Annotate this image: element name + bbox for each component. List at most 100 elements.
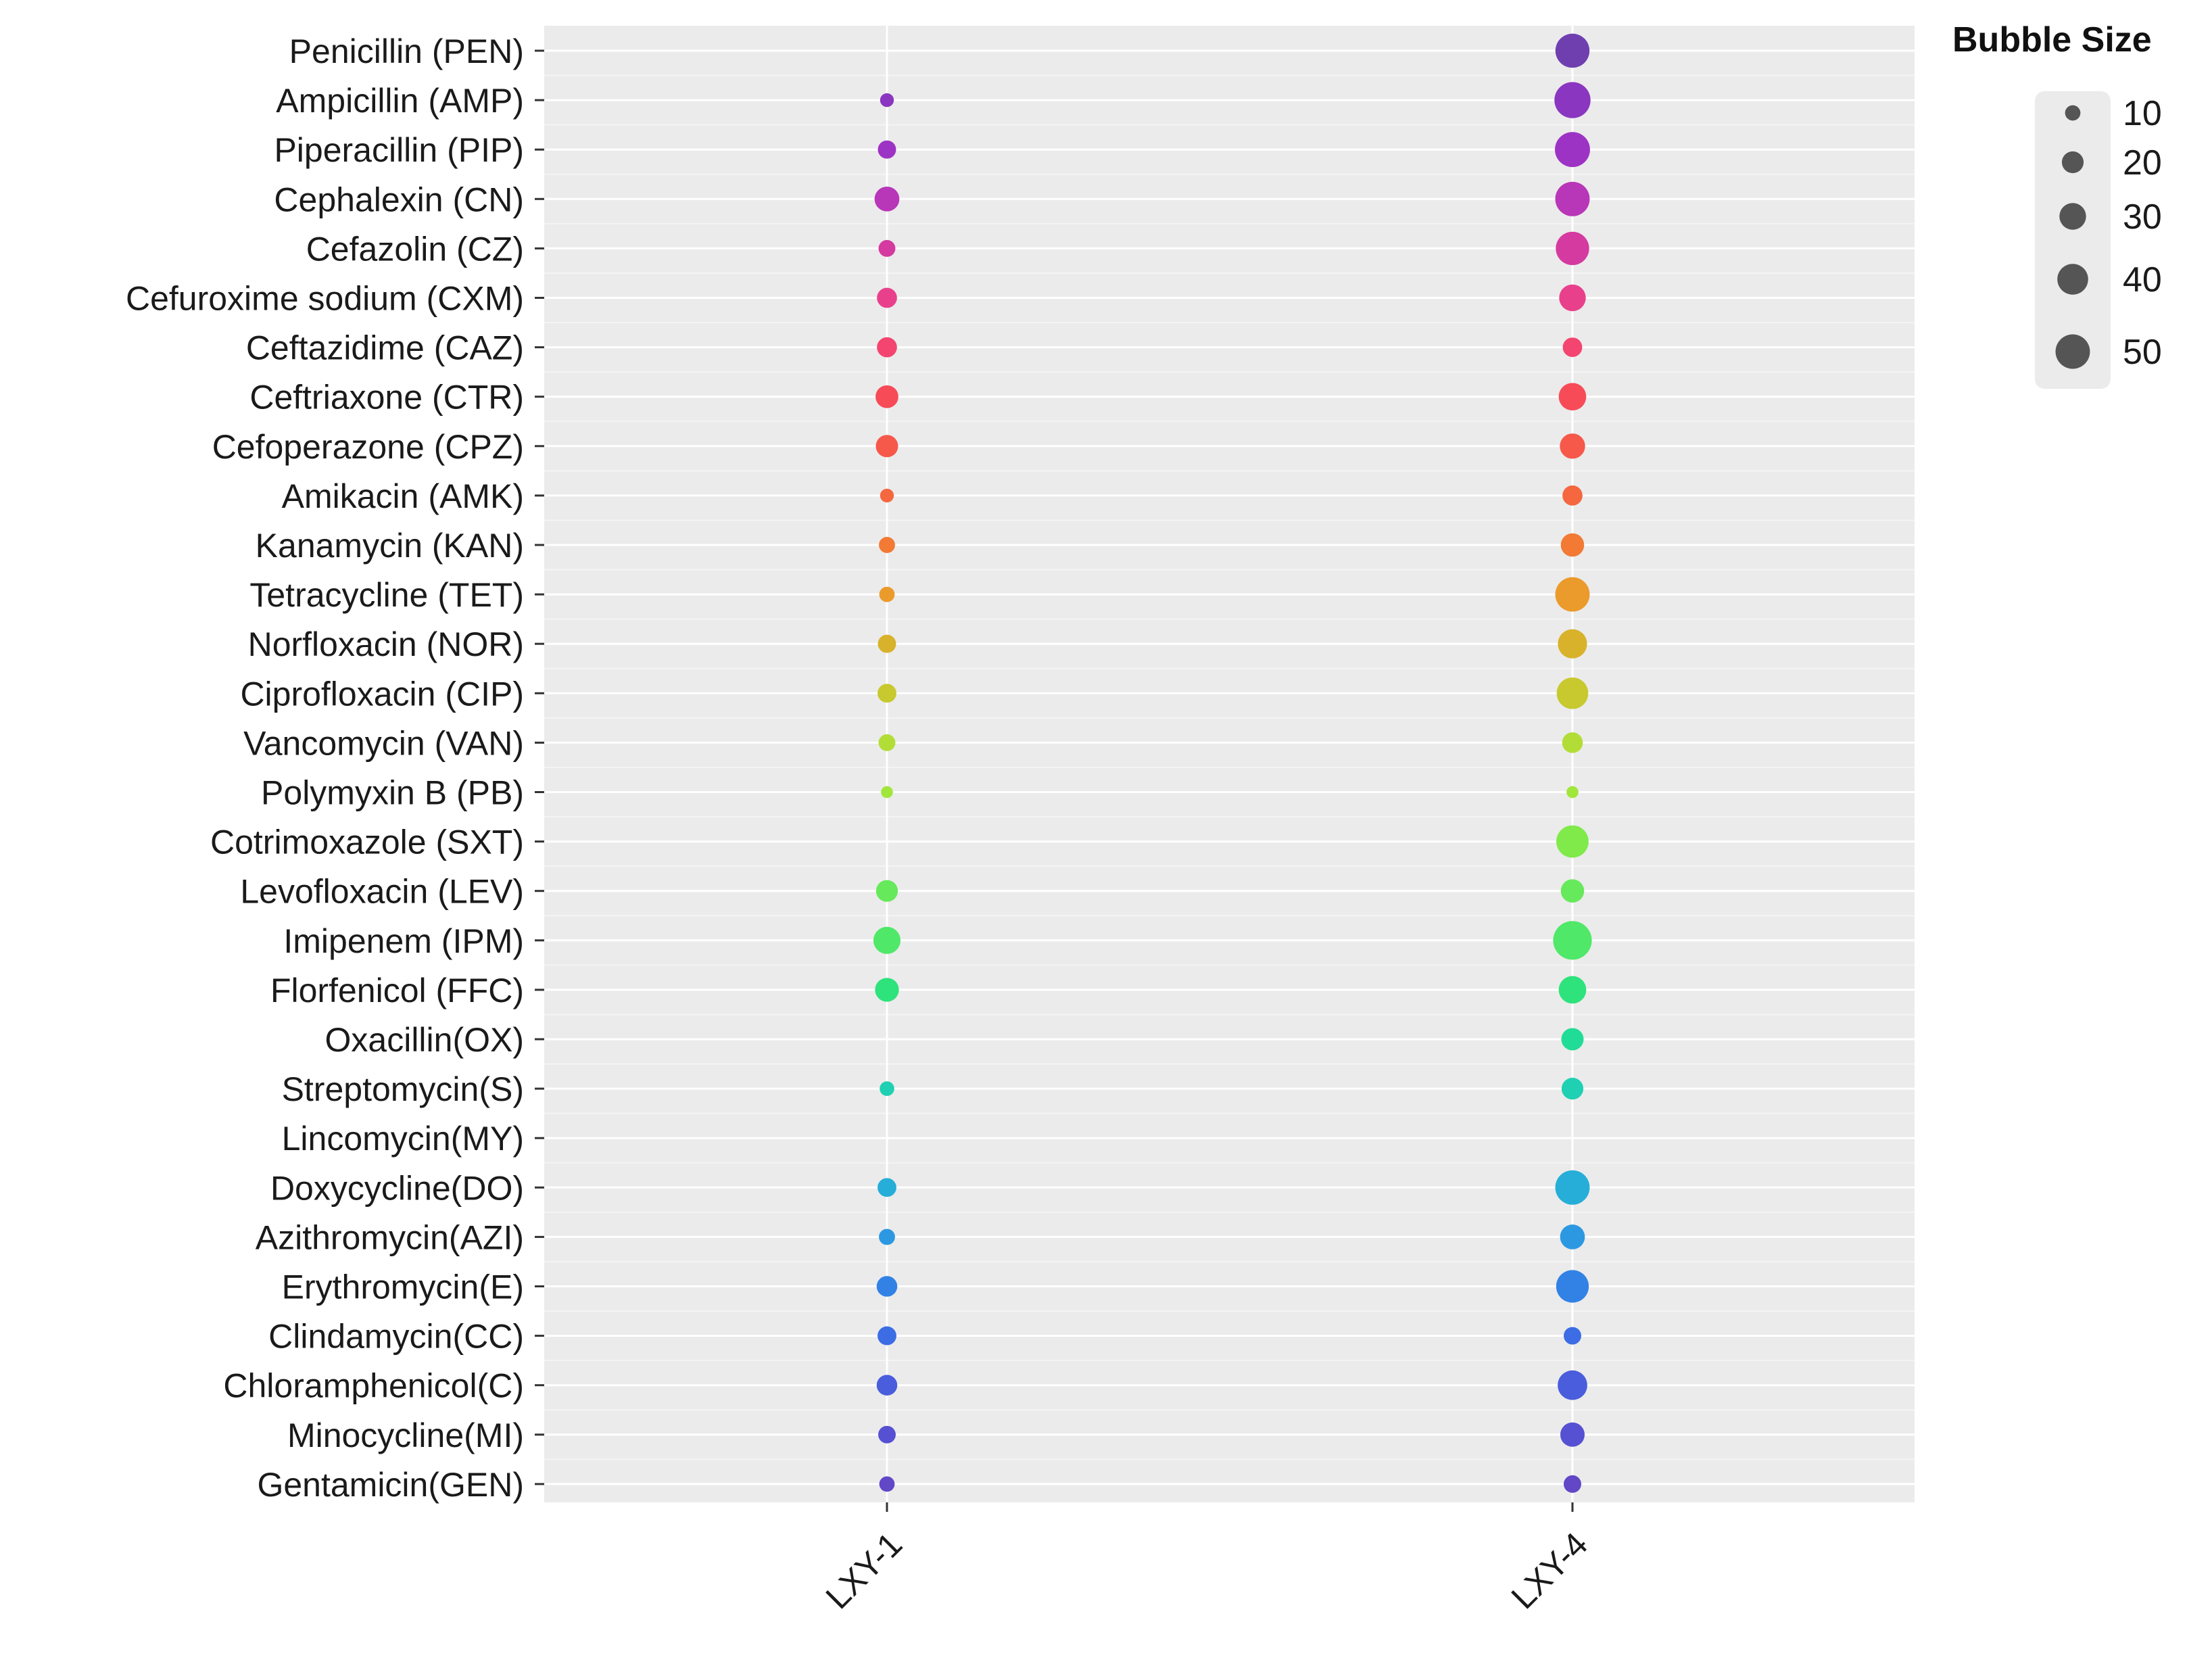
bubble-point bbox=[876, 1375, 898, 1396]
bubble-point bbox=[1562, 337, 1583, 357]
bubble-point bbox=[1556, 231, 1589, 266]
bubble-point bbox=[1555, 577, 1590, 612]
legend-title: Bubble Size bbox=[1952, 20, 2152, 60]
bubble-point bbox=[875, 435, 898, 458]
y-tick-label: Chloramphenicol(C) bbox=[223, 1367, 524, 1405]
bubble-point bbox=[1553, 921, 1592, 960]
bubble-point bbox=[1560, 533, 1585, 557]
bubble-point bbox=[877, 634, 896, 653]
bubble-point bbox=[877, 287, 897, 308]
y-tick-label: Streptomycin(S) bbox=[282, 1070, 524, 1108]
bubble-point bbox=[874, 186, 900, 212]
bubble-point bbox=[1555, 1170, 1590, 1205]
bubble-point bbox=[1556, 825, 1589, 858]
bubble-point bbox=[879, 586, 895, 602]
bubble-point bbox=[879, 1229, 895, 1245]
bubble-point bbox=[1555, 132, 1590, 168]
legend-bubble bbox=[2061, 151, 2084, 174]
y-tick-label: Clindamycin(CC) bbox=[268, 1318, 524, 1356]
y-tick-label: Ampicillin (AMP) bbox=[276, 82, 524, 120]
bubble-point bbox=[876, 1276, 898, 1297]
bubble-point bbox=[873, 926, 901, 954]
bubble-point bbox=[1566, 786, 1579, 799]
y-axis: Penicillin (PEN) Ampicillin (AMP) Piperaci… bbox=[126, 32, 544, 1504]
bubble-point bbox=[880, 488, 894, 503]
bubble-point bbox=[1555, 33, 1590, 68]
x-tick-label: LXY-4 bbox=[1504, 1525, 1595, 1617]
y-tick-label: Minocycline(MI) bbox=[287, 1417, 524, 1454]
bubble-point bbox=[879, 1476, 895, 1492]
y-tick-label: Piperacillin (PIP) bbox=[274, 131, 524, 169]
legend-label: 10 bbox=[2123, 94, 2162, 133]
y-tick-label: Lincomycin(MY) bbox=[282, 1120, 524, 1158]
bubble-point bbox=[1560, 1224, 1585, 1250]
legend-bubble bbox=[2055, 334, 2090, 369]
gridlines bbox=[544, 26, 1915, 1502]
y-tick-label: Norfloxacin (NOR) bbox=[248, 625, 524, 663]
y-tick-label: Cefoperazone (CPZ) bbox=[212, 428, 524, 466]
bubble-point bbox=[1558, 976, 1587, 1004]
x-tick-label: LXY-1 bbox=[819, 1525, 910, 1617]
bubble-point bbox=[877, 684, 896, 703]
bubble-point bbox=[877, 337, 897, 358]
legend-bubble bbox=[2057, 264, 2088, 295]
y-tick-label: Cephalexin (CN) bbox=[274, 181, 524, 218]
bubble-point bbox=[1556, 1270, 1589, 1303]
bubble-point bbox=[1558, 383, 1587, 411]
y-tick-label: Cefuroxime sodium (CXM) bbox=[126, 280, 524, 318]
bubble-point bbox=[1561, 1028, 1584, 1051]
plot-panel bbox=[544, 26, 1915, 1502]
legend: Bubble Size 10 20 30 40 50 bbox=[1952, 20, 2162, 389]
bubble-point bbox=[1556, 677, 1589, 709]
bubble-point bbox=[877, 140, 896, 159]
bubble-point bbox=[878, 734, 896, 751]
bubble-point bbox=[1560, 1422, 1585, 1447]
y-tick-label: Oxacillin(OX) bbox=[325, 1021, 524, 1059]
y-tick-label: Doxycycline(DO) bbox=[270, 1169, 524, 1207]
bubble-point bbox=[1560, 433, 1585, 459]
y-tick-label: Ceftazidime (CAZ) bbox=[246, 329, 524, 367]
bubble-point bbox=[1562, 732, 1583, 753]
y-tick-label: Polymyxin B (PB) bbox=[261, 774, 524, 812]
y-tick-label: Cefazolin (CZ) bbox=[306, 230, 524, 268]
legend-label: 50 bbox=[2123, 333, 2162, 372]
bubble-point bbox=[875, 978, 899, 1002]
y-tick-label: Vancomycin (VAN) bbox=[243, 724, 524, 762]
bubble-point bbox=[877, 1178, 896, 1197]
legend-label: 40 bbox=[2123, 260, 2162, 300]
y-tick-label: Amikacin (AMK) bbox=[282, 477, 524, 515]
y-tick-label: Azithromycin(AZI) bbox=[256, 1218, 524, 1256]
y-tick-label: Cotrimoxazole (SXT) bbox=[210, 824, 524, 861]
bubble-point bbox=[880, 93, 894, 108]
bubble-point bbox=[875, 385, 898, 408]
y-tick-label: Ceftriaxone (CTR) bbox=[249, 379, 524, 416]
bubble-point bbox=[875, 880, 898, 902]
bubble-point bbox=[1564, 1475, 1581, 1493]
y-tick-label: Erythromycin(E) bbox=[282, 1268, 524, 1306]
bubble-point bbox=[1558, 1370, 1587, 1400]
bubble-point bbox=[877, 1326, 896, 1346]
y-tick-label: Tetracycline (TET) bbox=[249, 576, 524, 614]
y-tick-label: Imipenem (IPM) bbox=[283, 922, 524, 960]
legend-bubble bbox=[2059, 203, 2086, 230]
legend-label: 20 bbox=[2123, 143, 2162, 183]
bubble-point bbox=[1562, 485, 1583, 506]
bubble-point bbox=[880, 1081, 894, 1096]
y-tick-label: Gentamicin(GEN) bbox=[257, 1466, 524, 1504]
y-tick-label: Kanamycin (KAN) bbox=[256, 527, 524, 565]
legend-bubble bbox=[2065, 105, 2081, 121]
y-tick-label: Florfenicol (FFC) bbox=[270, 972, 524, 1009]
legend-label: 30 bbox=[2123, 197, 2162, 237]
bubble-point bbox=[1554, 82, 1591, 118]
bubble-point bbox=[1559, 284, 1586, 312]
legend-items: 10 20 30 40 50 bbox=[2055, 94, 2162, 372]
bubble-point bbox=[1558, 629, 1587, 659]
y-tick-label: Penicillin (PEN) bbox=[289, 32, 524, 70]
x-axis: LXY-1 LXY-4 bbox=[819, 1502, 1595, 1616]
bubbles bbox=[873, 33, 1592, 1493]
y-tick-label: Ciprofloxacin (CIP) bbox=[240, 675, 524, 713]
bubble-point bbox=[1564, 1327, 1581, 1345]
bubble-point bbox=[1560, 879, 1585, 903]
bubble-point bbox=[1561, 1078, 1584, 1100]
